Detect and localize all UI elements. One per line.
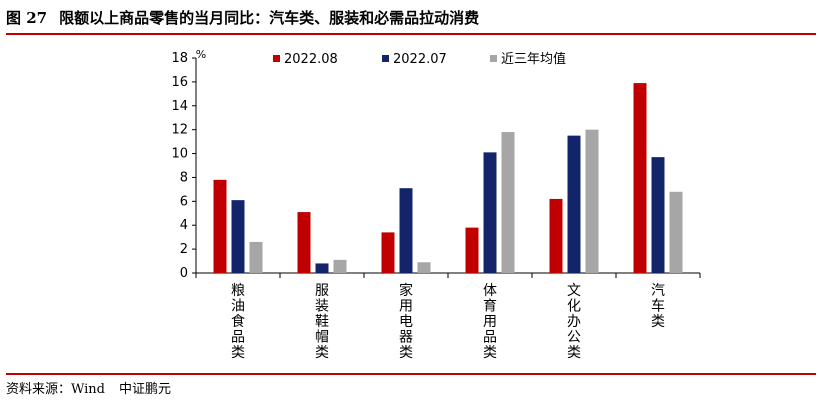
bar-3-家用电器类 [417,262,431,273]
legend-swatch-3 [490,55,497,62]
y-tick-label: 6 [180,194,188,209]
legend-swatch-2 [382,55,389,62]
bar-3-汽车类 [669,191,683,273]
y-tick-label: 0 [180,266,188,281]
bar-2-汽车类 [651,157,665,273]
bar-1-文化办公类 [549,198,563,273]
bar-3-体育用品类 [501,132,515,273]
x-tick-label: 体育用品类 [483,283,497,361]
y-tick-label: 10 [171,147,188,162]
legend-label-2: 2022.07 [393,52,447,67]
bar-3-服装鞋帽类 [333,259,347,273]
y-tick-label: 8 [180,170,188,185]
figure-number: 图 27 [6,9,48,27]
x-tick-label: 服装鞋帽类 [315,283,329,361]
bar-1-汽车类 [633,83,647,273]
y-tick-label: 4 [180,218,188,233]
x-tick-label: 文化办公类 [567,283,581,361]
footer-rule [6,373,816,375]
legend-swatch-1 [273,55,280,62]
bar-2-体育用品类 [483,152,497,273]
bar-2-家用电器类 [399,188,413,273]
y-tick-label: 18 [171,51,188,66]
legend: 2022.08 2022.07 近三年均值 [273,51,566,67]
bar-3-文化办公类 [585,129,599,273]
bar-1-家用电器类 [381,232,395,273]
legend-label-1: 2022.08 [284,52,338,67]
figure-title: 限额以上商品零售的当月同比：汽车类、服装和必需品拉动消费 [59,9,480,27]
bar-1-体育用品类 [465,227,479,273]
y-tick-label: 12 [171,123,188,138]
bars [213,83,683,273]
bar-1-服装鞋帽类 [297,212,311,273]
legend-label-3: 近三年均值 [501,51,566,67]
y-axis: 0 2 4 6 8 10 12 14 16 18 [171,51,197,281]
source-note: 资料来源：Wind 中证鹏元 [6,378,171,397]
x-tick-label: 粮油食品类 [231,283,245,361]
y-tick-label: 2 [180,242,188,257]
y-tick-label: 16 [171,75,188,90]
x-tick-label: 家用电器类 [399,282,413,361]
x-axis: 粮油食品类 服装鞋帽类 家用电器类 体育用品类 文化办公类 汽车类 [195,272,701,361]
source-org: 中证鹏元 [119,382,172,397]
source-label: 资料来源：Wind [6,382,105,397]
bar-1-粮油食品类 [213,179,227,273]
bar-3-粮油食品类 [249,241,263,273]
y-axis-unit: % [196,48,206,61]
bar-2-粮油食品类 [231,200,245,273]
header-rule [6,33,816,35]
y-tick-label: 14 [171,99,188,114]
bar-2-服装鞋帽类 [315,263,329,273]
bar-2-文化办公类 [567,135,581,273]
figure-header: 图 27 限额以上商品零售的当月同比：汽车类、服装和必需品拉动消费 [6,6,816,30]
x-tick-label: 汽车类 [651,283,665,330]
